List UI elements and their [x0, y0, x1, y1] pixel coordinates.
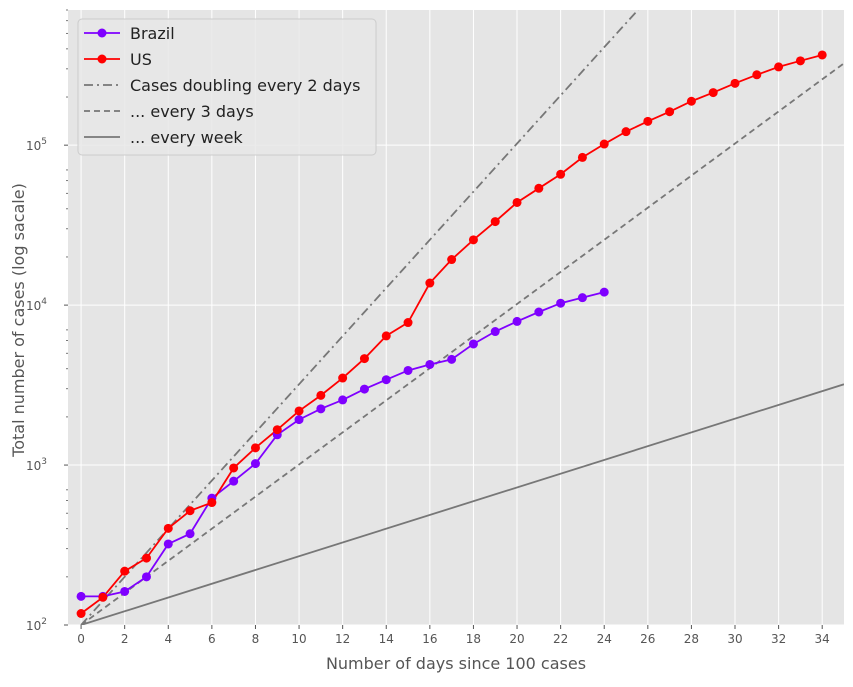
data-point-brazil	[490, 327, 500, 337]
legend-label: Brazil	[130, 24, 175, 43]
data-point-brazil	[229, 476, 239, 486]
data-point-us	[774, 62, 784, 72]
x-tick-label: 24	[597, 632, 612, 646]
y-tick-label: 103	[26, 457, 47, 473]
x-tick-label: 28	[684, 632, 699, 646]
x-tick-label: 32	[771, 632, 786, 646]
data-point-brazil	[468, 339, 478, 349]
x-tick-label: 30	[727, 632, 742, 646]
data-point-brazil	[316, 404, 326, 414]
data-point-us	[643, 116, 653, 126]
data-point-us	[120, 566, 130, 576]
x-tick-label: 18	[466, 632, 481, 646]
data-point-us	[708, 88, 718, 98]
y-tick-label: 104	[26, 297, 47, 313]
data-point-us	[490, 217, 500, 227]
data-point-us	[556, 169, 566, 179]
x-tick-label: 6	[208, 632, 216, 646]
data-point-us	[599, 139, 609, 149]
data-point-us	[577, 152, 587, 162]
x-tick-label: 8	[252, 632, 260, 646]
data-point-us	[163, 523, 173, 533]
x-axis-label: Number of days since 100 cases	[326, 654, 586, 673]
data-point-us	[338, 373, 348, 383]
series-markers	[76, 50, 827, 619]
data-point-brazil	[556, 298, 566, 308]
data-point-brazil	[250, 459, 260, 469]
data-point-us	[381, 331, 391, 341]
x-tick-label: 2	[121, 632, 129, 646]
data-point-us	[512, 197, 522, 207]
x-tick-label: 34	[815, 632, 830, 646]
data-point-us	[686, 96, 696, 106]
x-tick-label: 4	[164, 632, 172, 646]
data-point-brazil	[359, 384, 369, 394]
data-point-us	[534, 183, 544, 193]
data-point-us	[665, 107, 675, 117]
data-point-us	[752, 70, 762, 80]
data-point-brazil	[447, 354, 457, 364]
x-tick-label: 10	[291, 632, 306, 646]
legend: Brazil US Cases doubling every 2 days ... e…	[77, 18, 377, 156]
data-point-brazil	[577, 293, 587, 303]
y-tick-label: 105	[26, 137, 47, 153]
data-point-us	[316, 390, 326, 400]
legend-marker	[97, 54, 107, 64]
data-point-brazil	[403, 365, 413, 375]
x-tick-label: 16	[422, 632, 437, 646]
data-point-us	[98, 592, 108, 602]
data-point-brazil	[534, 307, 544, 317]
legend-marker	[97, 28, 107, 38]
legend-label: ... every 3 days	[130, 102, 254, 121]
y-tick-label: 102	[26, 617, 47, 633]
data-point-us	[141, 553, 151, 563]
data-point-us	[403, 318, 413, 328]
data-point-us	[817, 50, 827, 60]
x-tick-label: 12	[335, 632, 350, 646]
data-point-brazil	[76, 591, 86, 601]
x-tick-label: 20	[509, 632, 524, 646]
data-point-us	[795, 56, 805, 66]
data-point-us	[229, 463, 239, 473]
reference-line-3d	[80, 62, 844, 625]
data-point-us	[621, 127, 631, 137]
data-point-us	[294, 406, 304, 416]
data-point-us	[447, 255, 457, 265]
axis-ticks: 0 2 4 6 8 10 12 14 16 18 20 22 24 26 28 30 32 34102103104…	[26, 9, 830, 646]
data-point-us	[272, 425, 282, 435]
x-tick-label: 14	[379, 632, 394, 646]
data-point-brazil	[163, 539, 173, 549]
data-point-brazil	[599, 287, 609, 297]
data-point-brazil	[141, 572, 151, 582]
x-tick-label: 0	[77, 632, 85, 646]
data-point-brazil	[338, 395, 348, 405]
data-point-brazil	[381, 375, 391, 385]
legend-box	[77, 18, 377, 156]
data-point-us	[730, 78, 740, 88]
data-point-us	[359, 354, 369, 364]
data-point-brazil	[185, 529, 195, 539]
legend-label: ... every week	[130, 128, 243, 147]
data-point-us	[185, 506, 195, 516]
reference-line-7d	[80, 383, 844, 625]
data-point-us	[425, 278, 435, 288]
data-point-us	[76, 609, 86, 619]
x-tick-label: 22	[553, 632, 568, 646]
data-point-brazil	[425, 359, 435, 369]
data-point-brazil	[294, 415, 304, 425]
legend-label: US	[130, 50, 152, 69]
data-point-us	[468, 235, 478, 245]
data-point-us	[207, 498, 217, 508]
y-axis-label: Total number of cases (log sacale)	[9, 183, 28, 458]
data-point-brazil	[512, 316, 522, 326]
legend-label: Cases doubling every 2 days	[130, 76, 360, 95]
x-tick-label: 26	[640, 632, 655, 646]
data-point-brazil	[120, 586, 130, 596]
data-point-us	[250, 443, 260, 453]
